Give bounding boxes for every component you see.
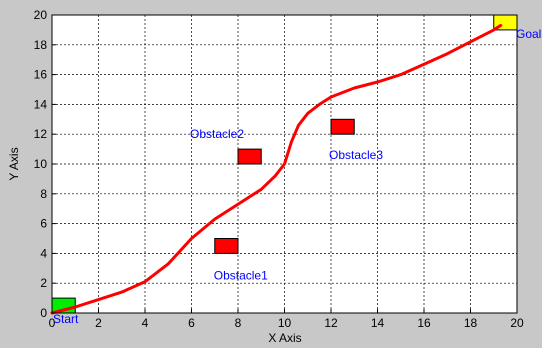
series-group	[50, 23, 503, 315]
x-axis-label: X Axis	[268, 331, 301, 343]
obstacle3-label: Obstacle3	[329, 148, 383, 162]
obstacle2-rect	[237, 148, 262, 165]
y-tick-label: 6	[40, 217, 47, 231]
start-label: Start	[53, 312, 79, 326]
x-tick-label: 20	[510, 316, 524, 330]
x-tick-label: 18	[464, 316, 478, 330]
tick-labels: 0 2 4 6 8 10 12 14 16 18 20 0 2 4 6 8 10 12 14 16 18 20	[34, 8, 524, 330]
y-tick-label: 0	[40, 306, 47, 320]
goal-label: Goal	[516, 27, 541, 41]
obstacle1-label: Obstacle1	[214, 268, 268, 282]
x-tick-label: 14	[371, 316, 385, 330]
y-tick-label: 10	[34, 157, 48, 171]
y-tick-label: 16	[34, 68, 48, 82]
y-tick-label: 8	[40, 187, 47, 201]
x-tick-label: 10	[278, 316, 292, 330]
y-tick-label: 2	[40, 276, 47, 290]
path-line	[50, 23, 503, 315]
x-tick-label: 12	[324, 316, 338, 330]
y-tick-label: 18	[34, 38, 48, 52]
x-tick-label: 0	[49, 316, 56, 330]
x-tick-label: 8	[235, 316, 242, 330]
obstacle1-rect	[214, 238, 239, 254]
x-tick-label: 16	[417, 316, 431, 330]
x-tick-label: 2	[95, 316, 102, 330]
obstacle3-rect	[330, 118, 355, 135]
y-axis-label: Y Axis	[7, 147, 21, 180]
chart-shapes	[51, 14, 518, 314]
x-tick-label: 6	[188, 316, 195, 330]
y-tick-label: 20	[34, 8, 48, 22]
x-tick-label: 4	[142, 316, 149, 330]
y-tick-label: 12	[34, 127, 48, 141]
annotation-labels: Start Goal Obstacle1 Obstacle2 Obstacle3	[53, 27, 541, 326]
obstacle2-label: Obstacle2	[190, 127, 244, 141]
y-tick-label: 14	[34, 97, 48, 111]
y-tick-label: 4	[40, 246, 47, 260]
